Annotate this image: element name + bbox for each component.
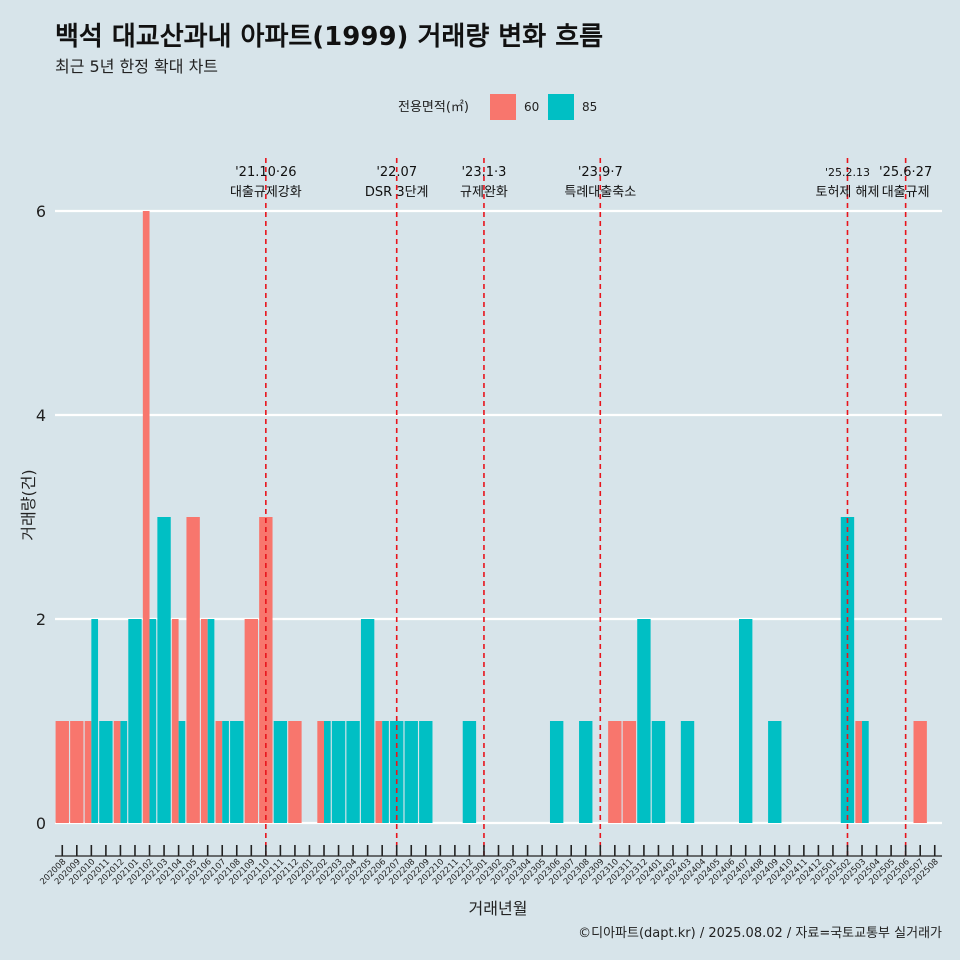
event-label: DSR 3단계	[365, 185, 429, 200]
legend-swatch-85	[548, 94, 574, 120]
bar-85	[404, 721, 418, 823]
bar-60	[608, 721, 622, 823]
bar-85	[346, 721, 360, 823]
event-date: '25.2.13	[825, 166, 870, 179]
event-date: '23.9·7	[578, 165, 623, 180]
y-axis-label: 거래량(건)	[19, 469, 38, 540]
bar-85	[331, 721, 346, 823]
bar-60	[200, 619, 208, 823]
bar-60	[142, 211, 150, 823]
y-tick-label: 2	[36, 610, 46, 629]
bar-85	[324, 721, 331, 823]
x-axis-label: 거래년월	[469, 899, 528, 918]
bar-60	[171, 619, 179, 823]
bar-85	[651, 721, 666, 823]
bar-85	[149, 619, 157, 823]
event-date: '23.1·3	[461, 165, 506, 180]
event-label: 대출규제	[882, 185, 930, 200]
bar-85	[382, 721, 389, 823]
bar-85	[99, 721, 113, 823]
source-caption: ©디아파트(dapt.kr) / 2025.08.02 / 자료=국토교통부 실…	[578, 926, 942, 941]
bars-layer	[55, 211, 927, 823]
bar-85	[273, 721, 288, 823]
bar-60	[622, 721, 637, 823]
event-date: '21.10·26	[235, 165, 296, 180]
bar-60	[244, 619, 258, 823]
bar-60	[84, 721, 92, 823]
legend-swatch-60	[490, 94, 516, 120]
event-lines-layer: '21.10·26 대출규제강화 '22.07 DSR 3단계 '23.1·3 규제완화 '…	[230, 158, 932, 856]
bar-85	[91, 619, 99, 823]
bar-85	[637, 619, 651, 823]
bar-85	[128, 619, 142, 823]
y-tick-label: 0	[36, 814, 46, 833]
y-tick-label: 6	[36, 202, 46, 221]
bar-85	[579, 721, 593, 823]
bar-85	[360, 619, 375, 823]
bar-85	[768, 721, 782, 823]
axis-layer: 0246202008202009202010202011202012202101…	[36, 202, 942, 887]
bar-60	[215, 721, 223, 823]
legend-title: 전용면적(㎡)	[398, 100, 469, 115]
legend-label-60: 60	[524, 100, 539, 114]
chart-subtitle: 최근 5년 한정 확대 차트	[55, 57, 219, 76]
bar-85	[549, 721, 564, 823]
event-label: 특례대출축소	[564, 185, 636, 200]
bar-85	[178, 721, 186, 823]
bar-60	[288, 721, 302, 823]
bar-60	[70, 721, 84, 823]
bar-85	[862, 721, 869, 823]
bar-85	[739, 619, 753, 823]
bar-60	[113, 721, 121, 823]
bar-85	[462, 721, 477, 823]
event-date: '25.6·27	[879, 165, 932, 180]
legend: 전용면적(㎡) 60 85	[398, 94, 597, 120]
bar-60	[259, 517, 273, 823]
chart-title: 백석 대교산과내 아파트(1999) 거래량 변화 흐름	[55, 22, 604, 52]
bar-85	[207, 619, 215, 823]
bar-60	[913, 721, 927, 823]
bar-85	[680, 721, 695, 823]
bar-60	[186, 517, 200, 823]
bar-60	[855, 721, 863, 823]
bar-85	[120, 721, 128, 823]
legend-label-85: 85	[582, 100, 597, 114]
bar-85	[230, 721, 244, 823]
bar-60	[375, 721, 383, 823]
bar-85	[222, 721, 229, 823]
y-tick-label: 4	[36, 406, 46, 425]
event-label: 규제완화	[460, 185, 508, 200]
bar-85	[419, 721, 433, 823]
event-label: 토허제 해제	[816, 185, 880, 200]
event-date: '22.07	[376, 165, 417, 180]
bar-60	[317, 721, 325, 823]
bar-60	[55, 721, 69, 823]
bar-85	[840, 517, 855, 823]
event-label: 대출규제강화	[230, 185, 302, 200]
bar-85	[157, 517, 171, 823]
